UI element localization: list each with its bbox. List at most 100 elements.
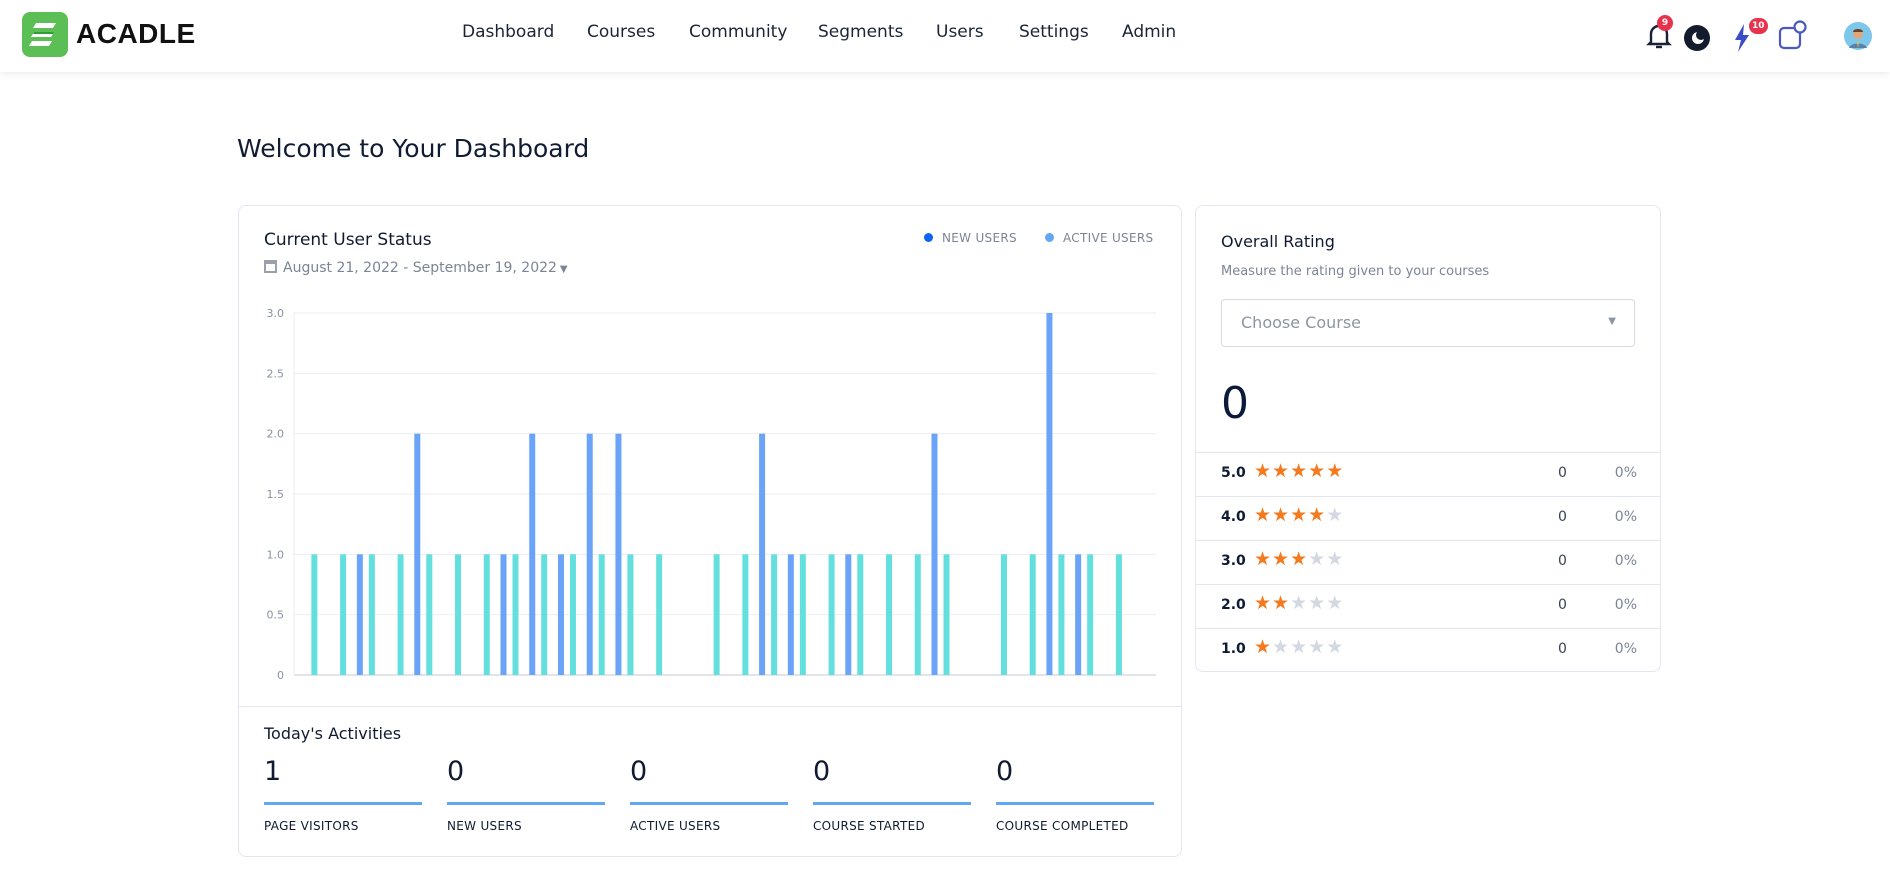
caret-down-icon: ▼ [1608, 316, 1616, 327]
bar-active-users [1000, 554, 1007, 675]
activity-bar [447, 802, 605, 805]
y-tick-label: 3.0 [267, 307, 285, 320]
star-icon: ★ [1272, 460, 1291, 482]
bar-active-users [1087, 554, 1094, 675]
y-tick-label: 1.5 [267, 488, 285, 501]
calendar-icon [264, 260, 277, 273]
bar-active-users [886, 554, 893, 675]
star-rating: ★★★★★ [1254, 636, 1344, 658]
star-icon: ★ [1308, 592, 1327, 614]
activity-label: COURSE COMPLETED [996, 819, 1129, 833]
rating-label: 5.0 [1221, 465, 1246, 481]
bar-active-users [311, 554, 318, 675]
star-rating: ★★★★★ [1254, 460, 1344, 482]
bolt-icon[interactable] [1734, 24, 1750, 56]
rating-row: 4.0 ★★★★★ 0 0% [1196, 496, 1661, 540]
bar-active-users [627, 554, 634, 675]
activity-value: 0 [996, 756, 1014, 787]
bar-active-users [598, 554, 605, 675]
bar-active-users [1058, 554, 1065, 675]
user-avatar[interactable] [1844, 22, 1872, 54]
star-icon: ★ [1326, 504, 1345, 526]
user-status-card: Current User Status August 21, 2022 - Se… [238, 205, 1182, 857]
activity-label: PAGE VISITORS [264, 819, 359, 833]
rating-title: Overall Rating [1221, 232, 1335, 251]
brand-name[interactable]: ACADLE [76, 18, 196, 49]
legend-label: ACTIVE USERS [1063, 231, 1154, 245]
star-icon: ★ [1326, 592, 1345, 614]
y-tick-label: 2.5 [267, 367, 285, 380]
rating-label: 1.0 [1221, 641, 1246, 657]
bar-new-users [1075, 554, 1082, 675]
rating-label: 3.0 [1221, 553, 1246, 569]
rating-row: 3.0 ★★★★★ 0 0% [1196, 540, 1661, 584]
bar-active-users [340, 554, 347, 675]
activity-value: 0 [630, 756, 648, 787]
bar-active-users [512, 554, 519, 675]
logo-icon[interactable] [22, 12, 68, 57]
page-title: Welcome to Your Dashboard [237, 134, 590, 163]
star-icon: ★ [1308, 548, 1327, 570]
rating-percent: 0% [1614, 597, 1637, 613]
rating-count: 0 [1558, 553, 1567, 569]
star-icon: ★ [1326, 460, 1345, 482]
activity-label: COURSE STARTED [813, 819, 926, 833]
bar-new-users [1046, 313, 1053, 675]
star-icon: ★ [1290, 460, 1309, 482]
nav-segments[interactable]: Segments [818, 22, 904, 42]
bar-active-users [426, 554, 433, 675]
nav-dashboard[interactable]: Dashboard [462, 22, 555, 42]
course-select-placeholder: Choose Course [1241, 313, 1362, 332]
star-icon: ★ [1308, 460, 1327, 482]
rating-count: 0 [1558, 597, 1567, 613]
date-range-picker[interactable]: August 21, 2022 - September 19, 2022 ▼ [264, 260, 568, 276]
nav-admin[interactable]: Admin [1122, 22, 1177, 42]
rating-row: 2.0 ★★★★★ 0 0% [1196, 584, 1661, 628]
nav-users[interactable]: Users [936, 22, 984, 42]
nav-settings[interactable]: Settings [1019, 22, 1089, 42]
legend-dot [1045, 233, 1054, 242]
star-icon: ★ [1254, 548, 1273, 570]
star-icon: ★ [1254, 592, 1273, 614]
bar-active-users [569, 554, 576, 675]
bar-new-users [759, 433, 766, 675]
star-icon: ★ [1308, 636, 1327, 658]
bar-new-users [557, 554, 564, 675]
star-rating: ★★★★★ [1254, 548, 1344, 570]
bar-new-users [414, 433, 421, 675]
bar-new-users [586, 433, 593, 675]
rating-subtitle: Measure the rating given to your courses [1221, 264, 1490, 279]
star-rating: ★★★★★ [1254, 592, 1344, 614]
y-tick-label: 0.5 [267, 609, 285, 622]
moon-icon[interactable] [1684, 25, 1710, 55]
rating-percent: 0% [1614, 465, 1637, 481]
star-icon: ★ [1308, 504, 1327, 526]
legend-active-users[interactable]: ACTIVE USERS [1045, 231, 1153, 245]
rating-label: 4.0 [1221, 509, 1246, 525]
notification-badge: 9 [1657, 15, 1673, 31]
star-icon: ★ [1290, 504, 1309, 526]
rating-percent: 0% [1614, 553, 1637, 569]
star-icon: ★ [1254, 504, 1273, 526]
bar-new-users [500, 554, 507, 675]
star-icon: ★ [1272, 636, 1291, 658]
window-icon[interactable] [1778, 20, 1808, 54]
bar-new-users [615, 433, 622, 675]
star-icon: ★ [1254, 636, 1273, 658]
bar-active-users [713, 554, 720, 675]
top-navbar: ACADLE Dashboard Courses Community Segme… [0, 0, 1890, 72]
bar-active-users [771, 554, 778, 675]
bar-active-users [799, 554, 806, 675]
star-icon: ★ [1272, 548, 1291, 570]
nav-courses[interactable]: Courses [587, 22, 656, 42]
legend-new-users[interactable]: NEW USERS [924, 231, 1017, 245]
activities-title: Today's Activities [264, 724, 402, 743]
activity-value: 1 [264, 756, 282, 787]
divider [239, 706, 1181, 707]
bar-new-users [931, 433, 938, 675]
bar-active-users [914, 554, 921, 675]
nav-community[interactable]: Community [689, 22, 788, 42]
star-icon: ★ [1290, 592, 1309, 614]
course-select[interactable]: Choose Course ▼ [1221, 299, 1635, 347]
legend-label: NEW USERS [942, 231, 1017, 245]
